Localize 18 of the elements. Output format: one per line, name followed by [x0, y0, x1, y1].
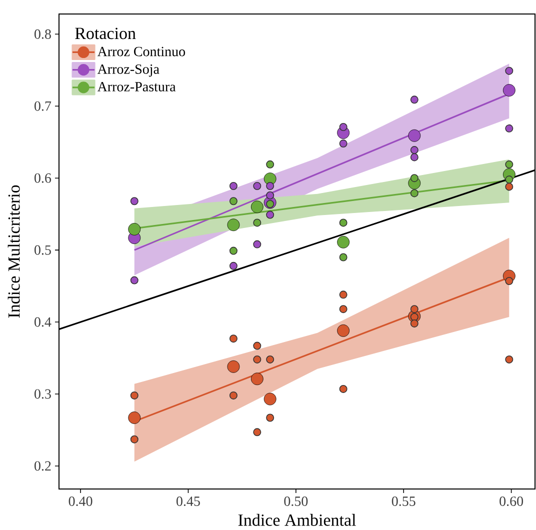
y-axis-title: Indice Multicriterio [8, 185, 20, 318]
y-tick-label: 0.3 [34, 389, 51, 399]
x-tick-label: 0.50 [284, 496, 308, 506]
x-tick-label: 0.45 [176, 496, 200, 506]
legend-label: Arroz-Pastura [97, 82, 176, 92]
legend-title: Rotacion [75, 28, 136, 40]
x-axis-title: Indice Ambiental [238, 514, 356, 526]
y-tick-label: 0.4 [34, 317, 52, 327]
y-tick-label: 0.5 [34, 245, 51, 255]
y-tick-label: 0.6 [34, 173, 52, 183]
x-tick-label: 0.60 [500, 496, 524, 506]
y-tick-label: 0.2 [34, 461, 51, 471]
y-tick-label: 0.8 [34, 29, 51, 39]
legend-label: Arroz-Soja [97, 64, 160, 77]
legend-label: Arroz Continuo [97, 46, 186, 56]
y-tick-label: 0.7 [34, 101, 52, 111]
x-tick-label: 0.40 [68, 496, 92, 506]
x-tick-label: 0.55 [392, 496, 416, 506]
